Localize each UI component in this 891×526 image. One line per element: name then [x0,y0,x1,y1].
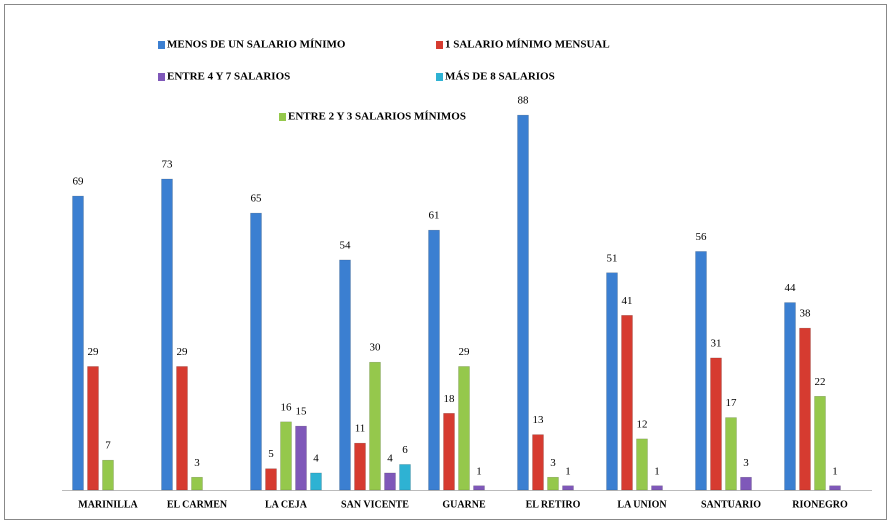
legend-label: MENOS DE UN SALARIO MÍNIMO [167,39,346,51]
value-label: 1 [565,465,571,477]
value-label: 44 [785,282,797,294]
bar [740,476,752,491]
value-label: 16 [281,401,293,413]
legend-swatch [436,41,443,49]
bar [606,272,618,491]
value-label: 51 [607,252,618,264]
value-label: 38 [800,308,812,320]
bar [547,476,559,491]
bar [265,468,277,491]
bar [532,434,544,491]
x-tick-label: LA UNION [617,499,667,510]
value-label: 88 [518,95,530,107]
bar [102,459,114,491]
value-label: 1 [832,465,838,477]
bar [176,366,188,491]
value-label: 5 [268,448,274,460]
value-label: 3 [550,457,556,469]
bar [473,485,485,491]
value-label: 29 [459,346,471,358]
value-label: 17 [726,397,738,409]
value-label: 18 [444,393,456,405]
value-label: 3 [743,457,749,469]
value-label: 11 [355,423,366,435]
x-tick-label: MARINILLA [78,499,138,510]
bar [354,442,366,491]
value-label: 3 [194,457,200,469]
bar [636,438,648,491]
bar [829,485,841,491]
bar [725,417,737,491]
legend-label: 1 SALARIO MÍNIMO MENSUAL [445,39,610,51]
bar [710,357,722,491]
value-label: 1 [476,465,482,477]
bar [72,195,84,491]
legend-label: ENTRE 2 Y 3 SALARIOS MÍNIMOS [288,111,466,123]
value-label: 7 [105,440,111,452]
bar [161,178,173,491]
bar [458,366,470,491]
bar [562,485,574,491]
bar [443,413,455,491]
bar [784,302,796,491]
bar [517,114,529,491]
bar [191,476,203,491]
x-tick-label: SAN VICENTE [341,499,409,510]
legend-swatch [279,113,286,121]
value-label: 31 [711,337,722,349]
x-tick-label: EL CARMEN [167,499,228,510]
bar [399,464,411,491]
value-label: 41 [622,295,633,307]
bar [695,251,707,491]
x-tick-label: LA CEJA [265,499,308,510]
x-tick-label: GUARNE [442,499,486,510]
value-label: 61 [429,210,440,222]
x-tick-label: SANTUARIO [701,499,761,510]
value-label: 69 [73,176,85,188]
value-label: 6 [402,444,408,456]
legend-label: MÁS DE 8 SALARIOS [445,71,555,83]
bar [339,259,351,491]
x-tick-label: RIONEGRO [792,499,848,510]
legend-swatch [158,73,165,81]
value-label: 4 [387,452,393,464]
bar [369,361,381,491]
value-label: 29 [88,346,100,358]
value-label: 4 [313,452,319,464]
legend-swatch [158,41,165,49]
value-label: 65 [251,193,263,205]
bar [295,425,307,491]
bar [384,472,396,491]
x-tick-label: EL RETIRO [526,499,581,510]
bar [250,212,262,491]
bar [651,485,663,491]
value-label: 73 [162,159,174,171]
legend-swatch [436,73,443,81]
value-label: 30 [370,342,382,354]
bar [814,396,826,491]
value-label: 12 [637,418,648,430]
value-label: 29 [177,346,189,358]
value-label: 1 [654,465,660,477]
value-label: 22 [815,376,826,388]
value-label: 54 [340,239,352,251]
bar [621,315,633,491]
bar [280,421,292,491]
bar [310,472,322,491]
bar [799,327,811,491]
bar [87,366,99,491]
value-label: 15 [296,406,308,418]
value-label: 13 [533,414,545,426]
bar [428,229,440,491]
legend-label: ENTRE 4 Y 7 SALARIOS [167,71,290,83]
value-label: 56 [696,231,708,243]
